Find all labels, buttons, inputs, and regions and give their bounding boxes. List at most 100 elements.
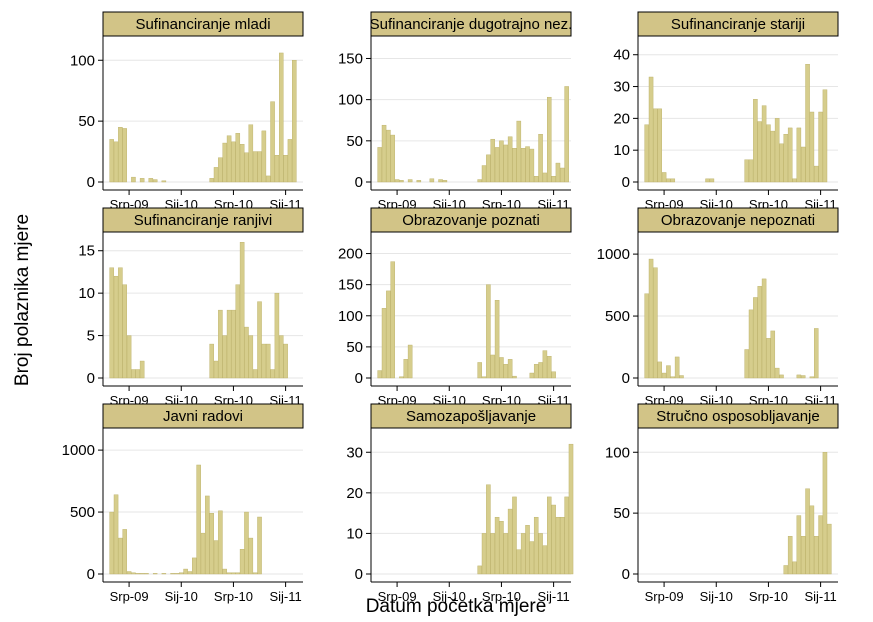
bar (648, 258, 654, 379)
bar (653, 267, 658, 379)
bar (248, 124, 254, 183)
bar (399, 376, 404, 379)
bar (386, 129, 391, 183)
bar (800, 536, 806, 575)
bar (486, 284, 491, 379)
y-tick-label: 10 (78, 285, 95, 302)
bar (152, 179, 158, 183)
bar (705, 178, 710, 183)
bar (766, 124, 771, 183)
bar (481, 165, 487, 183)
bar (644, 293, 649, 379)
bar (490, 138, 495, 183)
bar (822, 89, 828, 183)
bar (139, 573, 145, 575)
bar (235, 284, 241, 379)
bar (213, 540, 219, 575)
bar (538, 362, 543, 379)
y-axis-label: Broj polaznika mjere (12, 214, 33, 386)
bar (222, 142, 227, 183)
bar (135, 573, 141, 575)
panel-9: Stručno osposobljavanje 0 50 100 Srp-09 Sij-1… (605, 403, 839, 604)
bar (377, 147, 382, 183)
bar (490, 533, 495, 575)
panel-title: Sufinanciranje dugotrajno nez. (370, 16, 573, 33)
bar (538, 134, 543, 183)
bar (779, 374, 784, 379)
bar (122, 284, 127, 379)
bar (512, 375, 517, 379)
bar (499, 140, 504, 183)
panel-title: Sufinanciranje ranjivi (134, 212, 272, 229)
bar (235, 133, 241, 183)
x-tick-label: Srp-09 (378, 589, 417, 604)
bar (551, 504, 556, 575)
bar (239, 549, 245, 575)
bar (809, 505, 815, 575)
bar (533, 516, 539, 575)
bar (113, 141, 119, 183)
bar (222, 335, 227, 379)
bar (283, 155, 288, 183)
bar (670, 178, 676, 183)
bar (564, 496, 569, 575)
bar (661, 372, 667, 379)
bar (287, 139, 293, 183)
bar (170, 573, 175, 575)
bar (192, 557, 197, 575)
bar (770, 330, 776, 379)
bar (481, 376, 487, 379)
panel-title: Sufinanciranje mladi (135, 16, 270, 33)
bar (533, 364, 539, 379)
bar (560, 167, 565, 183)
y-tick-label: 0 (87, 174, 95, 191)
bar (547, 496, 552, 575)
bar (516, 549, 522, 575)
bar (248, 537, 254, 575)
bar (657, 361, 662, 379)
bar (809, 111, 815, 183)
bar (809, 376, 815, 379)
bar (516, 120, 522, 183)
bar (390, 261, 395, 379)
bar (486, 484, 491, 575)
bar (709, 178, 715, 183)
bar (113, 275, 119, 379)
bar (512, 496, 517, 575)
bar (109, 267, 114, 379)
bar (252, 151, 258, 183)
bar (135, 369, 141, 379)
bar (800, 375, 806, 379)
panel-title: Samozapošljavanje (406, 408, 536, 425)
y-tick-label: 200 (338, 246, 363, 263)
bar (113, 494, 119, 575)
bar (257, 301, 262, 379)
x-tick-label: Srp-10 (749, 589, 788, 604)
bar (244, 326, 249, 379)
bar (179, 572, 184, 575)
bar (551, 371, 556, 379)
panel-title: Stručno osposobljavanje (656, 408, 819, 425)
bar (674, 356, 680, 379)
bar (507, 359, 513, 379)
bar (787, 536, 793, 575)
bar (174, 573, 180, 575)
bar (748, 309, 754, 379)
y-tick-label: 100 (338, 92, 363, 109)
y-tick-label: 50 (613, 505, 630, 522)
bar (744, 159, 749, 183)
bar (438, 179, 443, 183)
bar (551, 176, 556, 183)
bar (542, 172, 548, 183)
y-tick-label: 15 (78, 243, 95, 260)
bar (265, 175, 271, 183)
y-tick-label: 150 (338, 277, 363, 294)
bar (270, 101, 275, 183)
panel-2: Sufinanciranje dugotrajno nez.050100150S… (338, 11, 573, 212)
bar (131, 369, 136, 379)
bar (270, 369, 275, 379)
bar (283, 343, 288, 379)
bar (394, 179, 400, 183)
